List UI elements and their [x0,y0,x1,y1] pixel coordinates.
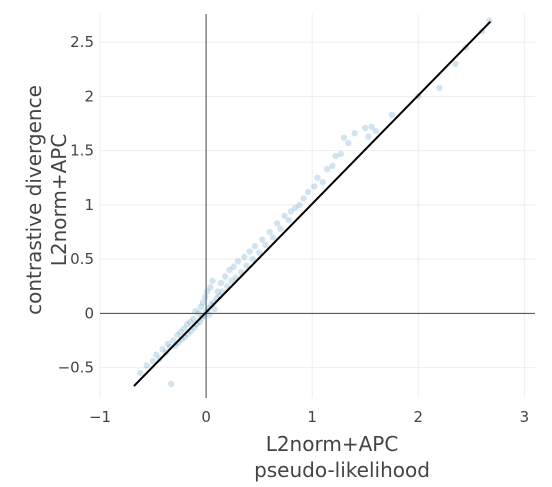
y-tick-label-0: −0.5 [58,359,94,377]
data-point-87 [373,128,379,134]
y-tick-label-4: 1.5 [70,142,94,160]
data-point-71 [296,202,302,208]
x-tick-label-4: 3 [520,408,530,426]
data-point-61 [259,236,265,242]
data-point-77 [324,166,330,172]
data-point-59 [252,243,258,249]
data-point-85 [365,133,371,139]
data-point-80 [338,151,344,157]
data-point-74 [311,183,317,189]
data-point-81 [341,134,347,140]
data-point-47 [222,273,228,279]
data-point-65 [274,220,280,226]
data-point-73 [305,189,311,195]
x-tick-label-2: 1 [307,408,317,426]
data-point-0 [137,370,143,376]
data-point-62 [262,242,268,248]
data-point-55 [241,254,247,260]
x-tick-label-3: 2 [414,408,424,426]
data-point-66 [277,226,283,232]
data-point-57 [246,248,252,254]
data-point-91 [452,61,458,67]
x-tick-label-0: −1 [89,408,111,426]
data-point-51 [230,264,236,270]
data-point-75 [314,175,320,181]
data-point-72 [301,195,307,201]
data-point-37 [207,284,213,290]
data-point-83 [351,130,357,136]
data-point-64 [270,234,276,240]
data-point-90 [436,85,442,91]
data-point-88 [389,112,395,118]
y-tick-label-3: 1 [84,196,94,214]
y-axis-title-line1: contrastive divergence [22,85,46,315]
y-axis-title-line2: L2norm+APC [47,134,71,267]
data-point-1 [143,362,149,368]
x-axis-title-line1: L2norm+APC [266,432,399,456]
data-point-76 [320,179,326,185]
data-point-22 [190,316,196,322]
zero-lines [100,14,535,398]
y-tick-label-5: 2 [84,87,94,105]
x-tick-label-1: 0 [201,408,211,426]
x-tick-labels: −1 0 1 2 3 [89,408,529,426]
data-point-63 [267,229,273,235]
data-point-53 [235,258,241,264]
x-axis-title-line2: pseudo-likelihood [254,458,430,482]
data-point-84 [362,125,368,131]
data-point-82 [345,140,351,146]
data-point-78 [329,163,335,169]
y-tick-label-6: 2.5 [70,33,94,51]
data-point-45 [218,280,224,286]
y-tick-label-1: 0 [84,304,94,322]
data-point-9 [168,381,174,387]
data-point-39 [209,278,215,284]
y-tick-label-2: 0.5 [70,250,94,268]
data-point-68 [286,217,292,223]
grid-lines [100,14,535,398]
